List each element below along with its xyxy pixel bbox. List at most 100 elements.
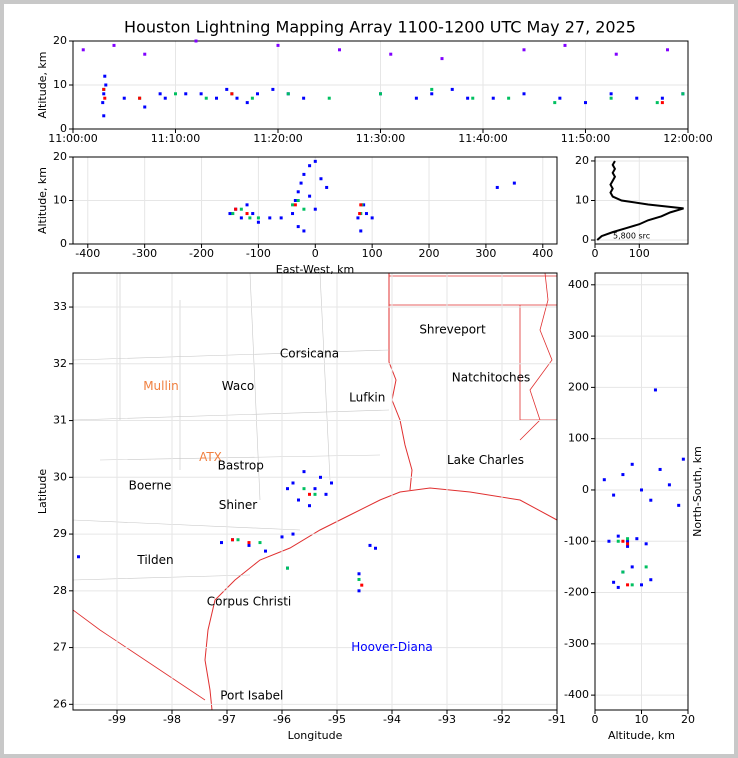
x-axis-label: Longitude [288, 729, 343, 742]
y-tick-label: -300 [564, 637, 589, 650]
source-point [302, 470, 306, 474]
source-point [158, 92, 162, 96]
source-point [640, 583, 643, 587]
source-point [293, 199, 297, 202]
source-point [430, 87, 434, 91]
y-tick-label: 33 [53, 300, 67, 313]
source-point [271, 87, 275, 91]
source-point [231, 538, 234, 542]
source-point [644, 565, 648, 569]
source-point [228, 212, 232, 216]
source-point [268, 216, 272, 220]
y-tick-label: 26 [53, 697, 67, 710]
x-tick-label: -91 [548, 713, 566, 726]
source-point [635, 96, 639, 100]
source-point [522, 48, 526, 52]
y-tick-label: 0 [60, 237, 67, 250]
source-point [256, 216, 260, 220]
source-point [291, 203, 295, 207]
x-tick-label: 300 [475, 247, 496, 260]
x-tick-label: -98 [163, 713, 181, 726]
x-axis-label: Altitude, km [608, 729, 675, 742]
source-point [286, 92, 290, 96]
source-point [327, 96, 331, 100]
x-tick-label: 100 [362, 247, 383, 260]
source-point [291, 481, 295, 485]
y-tick-label: 20 [53, 150, 67, 163]
coastline [204, 487, 557, 710]
source-point [313, 487, 317, 491]
source-point [293, 203, 297, 207]
source-point [143, 52, 147, 56]
x-tick-label: 12:00:00 [663, 132, 712, 145]
x-tick-label: -100 [246, 247, 271, 260]
source-point [616, 539, 620, 543]
source-point [356, 216, 360, 220]
source-point [308, 492, 311, 496]
place-label: Corpus Christi [207, 595, 292, 609]
source-point [236, 538, 240, 542]
x-axis-label: East-West, km [276, 263, 354, 276]
source-point [522, 92, 526, 96]
source-point [558, 96, 562, 100]
source-point [370, 216, 374, 220]
x-tick-label: -400 [75, 247, 100, 260]
source-point [296, 199, 300, 202]
source-point [239, 216, 243, 220]
source-point [313, 207, 317, 211]
x-tick-label: -200 [189, 247, 214, 260]
place-label: Port Isabel [220, 688, 283, 702]
place-label: Tilden [136, 553, 173, 567]
altitude-histogram [596, 160, 684, 241]
marks [596, 160, 684, 241]
source-point [338, 48, 341, 52]
source-point [245, 212, 249, 216]
source-point [101, 101, 105, 105]
source-point [621, 570, 625, 574]
map-outlines [73, 273, 557, 710]
source-point [667, 483, 671, 487]
source-point [313, 159, 317, 163]
source-point [491, 96, 495, 100]
plot-frame [72, 272, 558, 711]
source-point [308, 504, 311, 508]
y-axis-label: Altitude, km [36, 51, 49, 118]
x-tick-label: 20 [681, 713, 695, 726]
source-point [368, 543, 372, 547]
source-point [362, 203, 366, 207]
source-point [103, 74, 107, 78]
source-point [609, 92, 613, 96]
source-point [184, 92, 188, 96]
y-tick-label: 0 [582, 483, 589, 496]
source-point [466, 96, 470, 100]
source-point [653, 388, 657, 392]
source-point [231, 212, 235, 216]
x-tick-label: -95 [328, 713, 346, 726]
source-point [626, 542, 630, 546]
source-point [102, 87, 106, 91]
x-tick-label: 200 [419, 247, 440, 260]
source-point [247, 541, 251, 545]
source-point [296, 190, 300, 194]
source-point [357, 577, 361, 581]
source-point [681, 457, 685, 461]
source-point [296, 225, 300, 229]
marks [228, 159, 516, 233]
place-label: Shiner [219, 498, 258, 512]
y-tick-label: 300 [568, 329, 589, 342]
source-point [256, 220, 260, 224]
source-point [507, 96, 511, 100]
source-point [245, 101, 249, 105]
source-point [251, 212, 255, 216]
source-point [194, 39, 198, 43]
source-point [215, 96, 218, 100]
source-point [357, 572, 361, 576]
source-point [660, 96, 664, 100]
plot-frame [72, 156, 558, 245]
border [73, 609, 206, 701]
y-tick-label: 31 [53, 414, 67, 427]
source-point [199, 92, 203, 96]
source-point [319, 475, 322, 479]
figure-title: Houston Lightning Mapping Array 1100-120… [124, 18, 636, 37]
